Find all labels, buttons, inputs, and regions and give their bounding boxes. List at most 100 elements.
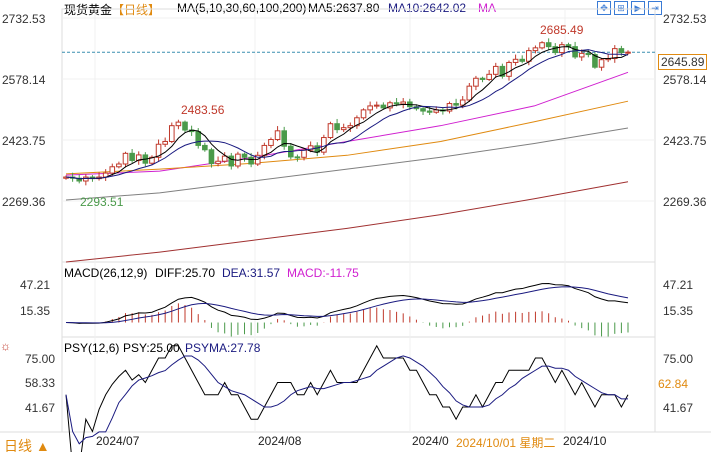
low-annotation: 2293.51	[80, 195, 124, 209]
candle-body	[618, 48, 625, 54]
macd-diff: DIFF:25.70	[155, 266, 216, 280]
psy-current: 62.84	[658, 377, 689, 391]
macd-value: MACD:-11.75	[287, 266, 359, 280]
candle-body	[155, 143, 162, 158]
candle-body	[506, 61, 512, 77]
candle-body	[228, 155, 235, 167]
candle-body	[268, 139, 274, 146]
macd-title: MACD(26,12,9)	[64, 266, 148, 280]
candle-body	[598, 59, 605, 68]
candle-body	[347, 125, 354, 129]
candle-body	[360, 109, 367, 119]
candle-body	[354, 117, 360, 127]
mid-annotation: 2483.56	[181, 103, 225, 117]
candle-body	[479, 77, 486, 80]
candle-body	[274, 130, 281, 141]
candle-body	[129, 152, 135, 161]
candle-body	[519, 58, 526, 62]
candle-body	[552, 46, 559, 54]
zoom-in-icon[interactable]: ⊞	[614, 1, 628, 15]
candle-body	[545, 42, 552, 48]
candle-body	[572, 46, 578, 58]
price-tick: 2423.75	[663, 134, 707, 148]
candle-body	[420, 108, 426, 112]
candle-body	[208, 149, 215, 165]
candle-body	[182, 121, 188, 131]
candle-body	[466, 85, 473, 101]
psy-title: PSY(12,6)	[64, 341, 120, 355]
psyma-line	[65, 355, 628, 445]
period-button[interactable]: 日线 ▲	[4, 438, 50, 452]
macd-tick: 15.35	[663, 304, 694, 318]
candle-body	[625, 51, 631, 54]
candle-body	[261, 144, 268, 156]
ma5-line	[65, 46, 629, 180]
candle-body	[294, 156, 301, 159]
ma5-value: MA5:2637.80	[308, 1, 380, 15]
candle-body	[195, 131, 202, 146]
candle-body	[162, 140, 168, 145]
price-tick: 2732.53	[663, 12, 707, 26]
candle-body	[175, 121, 182, 127]
candle-body	[373, 104, 380, 107]
ma100-line	[65, 127, 629, 201]
candle-body	[453, 103, 459, 106]
candle-body	[202, 144, 208, 151]
candle-body	[559, 44, 565, 54]
price-tick: 2732.53	[2, 12, 46, 26]
date-tick: 2024/0	[412, 434, 449, 448]
candle-body	[459, 99, 466, 106]
candle-body	[539, 42, 545, 49]
psy-tick: 75.00	[663, 352, 694, 366]
candle-body	[116, 163, 122, 168]
price-tick: 2269.36	[2, 195, 46, 209]
high-annotation: 2685.49	[540, 23, 584, 37]
date-tick: 2024/08	[258, 434, 302, 448]
candle-body	[327, 123, 334, 139]
psy-tick: 41.67	[25, 401, 56, 415]
candle-body	[387, 102, 393, 109]
candle-body	[492, 65, 499, 75]
candle-body	[340, 127, 347, 131]
price-tick: 2269.36	[663, 195, 707, 209]
candle-body	[367, 105, 373, 111]
cursor-date: 2024/10/01 星期二	[454, 433, 558, 452]
candle-body	[393, 102, 400, 105]
candle-body	[215, 160, 221, 165]
candle-body	[426, 110, 433, 113]
psy-tick: 75.00	[25, 352, 56, 366]
price-tick: 2578.14	[2, 73, 46, 87]
candle-body	[281, 130, 287, 147]
play-icon[interactable]: ▶	[631, 1, 645, 15]
candle-body	[380, 104, 387, 109]
candle-body	[532, 47, 539, 52]
price-tick: 2578.14	[663, 73, 707, 87]
psy-tick: 41.67	[663, 401, 694, 415]
candle-body	[168, 125, 175, 142]
candle-body	[512, 58, 519, 63]
psy-tick: 58.33	[25, 376, 56, 390]
candle-body	[307, 145, 314, 151]
date-tick: 2024/07	[96, 434, 140, 448]
candle-body	[83, 176, 89, 182]
candle-body	[301, 149, 307, 158]
macd-dea: DEA:31.57	[222, 266, 281, 280]
ma-more: MA	[478, 1, 496, 15]
candle-body	[526, 50, 532, 62]
period-label[interactable]: 【日线】	[112, 3, 161, 17]
instrument-name: 现货黄金	[64, 3, 113, 17]
candle-body	[473, 77, 479, 87]
diff-line	[65, 282, 629, 324]
candle-body	[248, 156, 254, 165]
move-icon[interactable]: ✥	[597, 1, 611, 15]
macd-tick: 47.21	[663, 278, 694, 292]
candle-body	[221, 155, 228, 162]
candle-body	[109, 166, 116, 174]
settings-icon[interactable]: ☼	[0, 339, 11, 353]
ma10-value: MA10:2642.02	[388, 1, 467, 15]
candle-body	[241, 153, 248, 158]
ma-indicator[interactable]: MA(5,10,30,60,100,200)	[177, 1, 307, 15]
candle-body	[486, 73, 492, 80]
